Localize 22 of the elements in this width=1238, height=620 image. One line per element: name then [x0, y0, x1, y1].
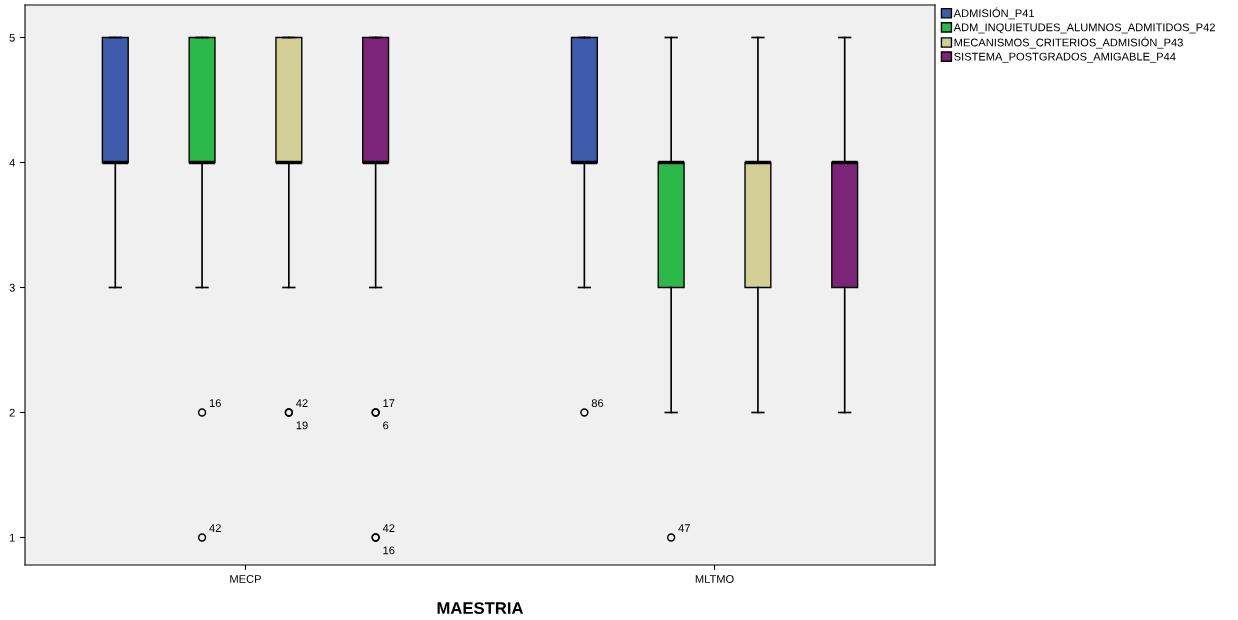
annotation: 19 — [296, 421, 308, 430]
annotation: 42 — [209, 524, 221, 532]
annotation: 86 — [591, 399, 604, 408]
annotation: 16 — [209, 399, 221, 408]
legend-label: ADM_INQUIETUDES_ALUMNOS_ADMITIDOS_P42 — [953, 23, 1215, 34]
x-tick-label: MLTMO — [695, 575, 734, 583]
annotation: 42 — [382, 524, 395, 532]
annotation: 17 — [383, 399, 395, 407]
legend-label: SISTEMA_POSTGRADOS_AMIGABLE_P44 — [954, 52, 1176, 63]
x-tick-label: MECP — [230, 575, 261, 583]
annotation: 47 — [678, 524, 690, 532]
x-axis-title: MAESTRIA — [437, 602, 524, 614]
y-tick-label: 1 — [9, 533, 15, 542]
y-tick-label: 2 — [9, 408, 15, 417]
y-tick-label: 3 — [9, 283, 15, 292]
annotation: 42 — [296, 399, 308, 407]
y-tick-label: 5 — [9, 33, 15, 42]
legend-label: MECANISMOS_CRITERIOS_ADMISIÓN_P43 — [954, 36, 1183, 49]
legend-label: ADMISIÓN_P41 — [953, 7, 1035, 20]
y-tick-label: 4 — [9, 158, 15, 167]
annotation: 16 — [383, 546, 395, 555]
annotation: 6 — [383, 421, 389, 430]
